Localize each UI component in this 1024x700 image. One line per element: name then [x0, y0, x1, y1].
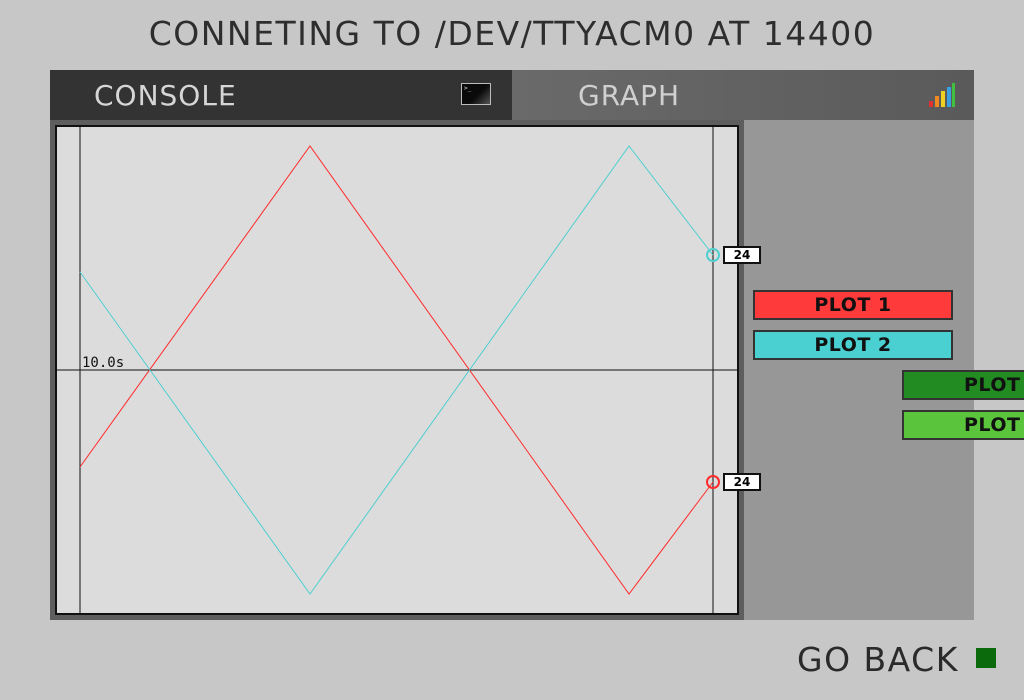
- time-label: 10.0s: [82, 355, 124, 371]
- series-1-marker: [706, 475, 720, 489]
- plot-2-button[interactable]: PLOT 2: [753, 330, 953, 360]
- series-2-line: [79, 145, 714, 595]
- tab-console[interactable]: CONSOLE >_: [50, 70, 512, 120]
- plot-3-button[interactable]: PLOT: [902, 370, 1024, 400]
- terminal-icon: >_: [461, 83, 491, 105]
- tab-console-label: CONSOLE: [94, 79, 237, 112]
- go-back-button[interactable]: GO BACK: [797, 640, 959, 679]
- series-1-value-tag: 24: [723, 473, 761, 491]
- tab-graph[interactable]: GRAPH: [512, 70, 974, 120]
- series-2-marker: [706, 248, 720, 262]
- plot-4-button[interactable]: PLOT: [902, 410, 1024, 440]
- page-title: CONNETING TO /DEV/TTYACM0 AT 14400: [148, 14, 876, 53]
- plot-1-button[interactable]: PLOT 1: [753, 290, 953, 320]
- tab-graph-label: GRAPH: [578, 79, 681, 112]
- graph-canvas: 10.0s: [55, 125, 739, 615]
- tab-bar: CONSOLE >_ GRAPH: [50, 70, 974, 120]
- series-2-value-tag: 24: [723, 246, 761, 264]
- go-back-indicator[interactable]: [976, 648, 996, 668]
- signal-bars-icon: [929, 83, 955, 107]
